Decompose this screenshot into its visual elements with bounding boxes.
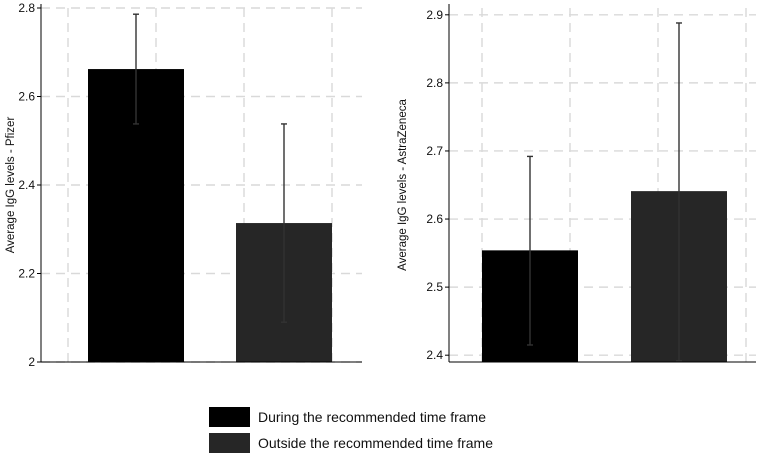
astrazeneca-ytick-label-1: 2.5 <box>426 280 443 294</box>
pfizer-ytick-label-4: 2.8 <box>18 1 35 15</box>
astrazeneca-chart: 2.4 2.5 2.6 2.7 2.8 2.9 Average IgG levels - A… <box>397 4 756 363</box>
astrazeneca-error-bar-outside <box>676 22 682 362</box>
pfizer-ylabel: Average IgG levels - Pfizer <box>5 117 17 254</box>
legend-swatch-during <box>209 407 250 427</box>
pfizer-ytick-label-0: 2 <box>28 355 35 369</box>
legend-label-outside: Outside the recommended time frame <box>258 435 493 451</box>
astrazeneca-ylabel: Average IgG levels - AstraZeneca <box>397 99 409 271</box>
astrazeneca-ytick-label-2: 2.6 <box>426 212 443 226</box>
pfizer-ytick-label-3: 2.6 <box>18 90 35 104</box>
legend-swatch-outside <box>209 433 250 453</box>
pfizer-error-bar-during <box>133 13 139 125</box>
pfizer-error-bar-outside <box>281 123 287 323</box>
legend: During the recommended time frame Outsid… <box>209 407 493 453</box>
astrazeneca-ytick-label-5: 2.9 <box>426 8 443 22</box>
astrazeneca-error-bar-during <box>527 155 533 346</box>
legend-label-during: During the recommended time frame <box>258 409 486 425</box>
astrazeneca-ytick-label-3: 2.7 <box>426 144 443 158</box>
pfizer-ytick-label-2: 2.4 <box>18 178 35 192</box>
astrazeneca-ytick-label-0: 2.4 <box>426 348 443 362</box>
astrazeneca-ytick-label-4: 2.8 <box>426 76 443 90</box>
pfizer-chart: 2 2.2 2.4 2.6 2.8 Average IgG levels - Pfizer <box>5 1 362 369</box>
pfizer-ytick-label-1: 2.2 <box>18 267 35 281</box>
